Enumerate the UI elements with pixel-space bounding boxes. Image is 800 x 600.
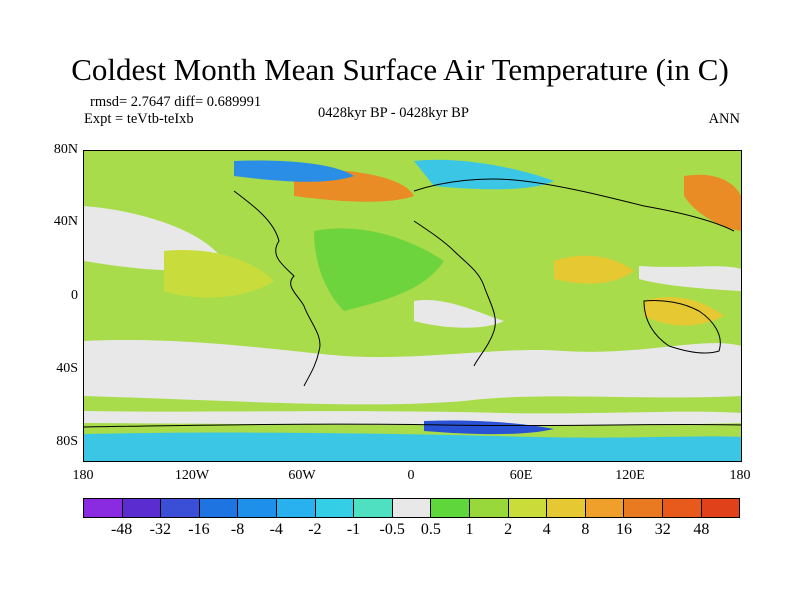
- lon-tick-label: 0: [407, 468, 415, 483]
- colorbar-label: -2: [308, 521, 322, 538]
- south-asia-yellow: [554, 255, 634, 284]
- colorbar-label: 2: [504, 521, 513, 538]
- colorbar-swatch: [469, 498, 509, 518]
- colorbar-swatch: [624, 498, 663, 518]
- australia-coast: [643, 300, 721, 354]
- colorbar-swatch: [122, 498, 162, 518]
- map-panel: [83, 150, 742, 462]
- lon-tick-label: 180: [729, 468, 751, 483]
- colorbar-label: -0.5: [379, 521, 405, 538]
- australia-north-yellow: [644, 296, 724, 326]
- colorbar-label: -8: [230, 521, 245, 538]
- period-label: 0428kyr BP - 0428kyr BP: [318, 105, 469, 121]
- pacific-yellow-green: [164, 250, 274, 298]
- africa-coast: [413, 220, 496, 367]
- north-pacific-orange: [684, 174, 741, 231]
- greenland-blue: [234, 160, 354, 182]
- lat-tick-label: 80N: [53, 142, 78, 157]
- colorbar-swatch: [199, 498, 239, 518]
- stats-line: rmsd= 2.7647 diff= 0.689991: [90, 94, 262, 110]
- west-pacific-neutral: [639, 266, 741, 291]
- colorbar-swatch: [662, 498, 702, 518]
- lon-tick-label: 60E: [509, 468, 533, 483]
- antarctic-cyan: [84, 432, 741, 461]
- colorbar-label: -16: [188, 521, 210, 538]
- colorbar-label: 32: [654, 521, 671, 538]
- colorbar-swatch: [276, 498, 316, 518]
- colorbar-swatch: [508, 498, 548, 518]
- colorbar-swatch: [238, 498, 277, 518]
- arctic-cyan: [414, 159, 554, 190]
- eurasia-coast: [413, 178, 735, 232]
- antarctic-blue: [424, 420, 554, 435]
- colorbar-swatch: [354, 498, 393, 518]
- colorbar-swatch: [392, 498, 432, 518]
- map-title: Coldest Month Mean Surface Air Temperatu…: [71, 52, 729, 87]
- colorbar-swatch: [585, 498, 625, 518]
- lon-tick-label: 120W: [174, 468, 210, 483]
- lon-tick-label: 180: [72, 468, 94, 483]
- americas-coast: [233, 190, 321, 387]
- lat-tick-label: 80S: [56, 434, 78, 449]
- colorbar-label: -48: [110, 521, 133, 538]
- colorbar-label: 48: [693, 521, 710, 538]
- lon-tick-label: 60W: [288, 468, 316, 483]
- colorbar-label: 1: [465, 521, 474, 538]
- colorbar-label: 0.5: [420, 521, 441, 538]
- indian-ocean-neutral: [414, 300, 504, 328]
- colorbar-label: 4: [542, 521, 551, 538]
- colorbar-label: -1: [346, 521, 361, 538]
- lat-tick-label: 40N: [53, 214, 78, 229]
- expt-line: Expt = teVtb-teIxb: [84, 111, 194, 127]
- southern-ocean-neutral: [84, 339, 741, 405]
- colorbar: [83, 498, 741, 518]
- colorbar-swatch: [701, 498, 741, 518]
- colorbar-swatch: [161, 498, 200, 518]
- colorbar-swatch: [83, 498, 123, 518]
- temperature-map: [84, 151, 741, 461]
- season-label: ANN: [708, 111, 740, 127]
- colorbar-label: 16: [616, 521, 633, 538]
- colorbar-swatch: [315, 498, 355, 518]
- atlantic-green: [314, 228, 444, 311]
- colorbar-label: 8: [581, 521, 590, 538]
- lon-tick-label: 120E: [615, 468, 645, 483]
- colorbar-swatch: [431, 498, 470, 518]
- antarctica-coast: [84, 423, 741, 428]
- colorbar-label: -4: [269, 521, 283, 538]
- antarctic-neutral-band: [84, 411, 741, 426]
- lat-tick-label: 40S: [56, 361, 78, 376]
- colorbar-label: -32: [149, 521, 171, 538]
- colorbar-swatch: [547, 498, 586, 518]
- lat-tick-label: 0: [71, 288, 78, 303]
